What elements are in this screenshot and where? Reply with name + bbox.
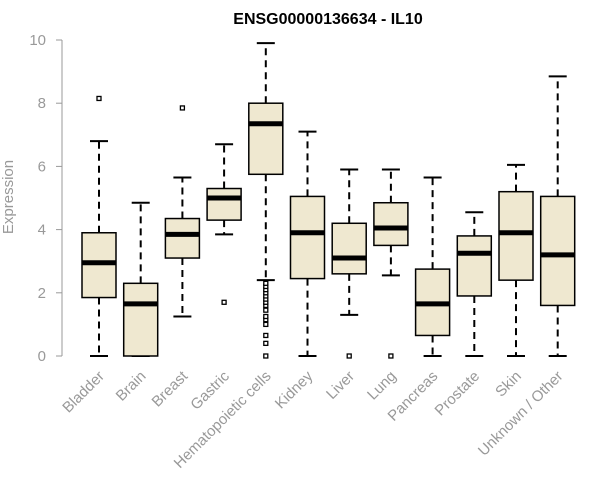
- box-brain: [122, 201, 159, 357]
- iqr-box: [206, 187, 242, 221]
- box-gastric: [206, 143, 242, 305]
- outlier-point: [221, 299, 227, 305]
- iqr-box: [122, 282, 159, 357]
- box-liver: [331, 168, 367, 359]
- iqr-box: [456, 235, 493, 297]
- y-tick-label: 0: [38, 348, 46, 365]
- outlier-point: [263, 280, 269, 286]
- box-hematopoietic-cells: [248, 42, 284, 359]
- x-category-label: Bladder: [59, 368, 108, 417]
- outlier-point: [263, 307, 269, 313]
- outlier-point: [263, 340, 269, 347]
- x-category-label: Lung: [364, 368, 400, 404]
- outlier-point: [179, 105, 186, 111]
- chart-title: ENSG00000136634 - IL10: [233, 11, 423, 28]
- y-tick-label: 4: [38, 222, 46, 239]
- y-tick-label: 8: [38, 95, 46, 112]
- outlier-point: [263, 353, 269, 359]
- box-skin: [498, 163, 534, 357]
- x-category-label: Liver: [323, 368, 358, 403]
- box-pancreas: [414, 176, 451, 357]
- outlier-point: [388, 353, 394, 359]
- box-kidney: [289, 130, 326, 357]
- box-unknown-other: [539, 75, 576, 357]
- iqr-box: [373, 201, 409, 247]
- outlier-point: [263, 313, 269, 320]
- y-axis: 0 2 4 6 8 10: [29, 32, 63, 365]
- iqr-box: [539, 195, 576, 307]
- outlier-point: [263, 321, 269, 328]
- y-tick-label: 2: [38, 285, 46, 302]
- box-bladder: [81, 95, 117, 357]
- outlier-point: [263, 332, 269, 339]
- x-category-label: Skin: [492, 368, 525, 401]
- x-category-label: Breast: [149, 367, 192, 410]
- y-tick-label: 10: [29, 32, 46, 49]
- box-prostate: [456, 211, 493, 357]
- iqr-box: [248, 102, 284, 176]
- y-tick-label: 6: [38, 158, 46, 175]
- boxes: [81, 42, 576, 359]
- outlier-point: [346, 353, 352, 359]
- x-category-label: Prostate: [432, 368, 484, 420]
- iqr-box: [498, 190, 534, 281]
- box-breast: [164, 105, 201, 318]
- y-axis-label: Expression: [0, 160, 17, 234]
- iqr-box: [331, 222, 367, 275]
- iqr-box: [164, 217, 201, 259]
- box-lung: [373, 168, 409, 359]
- iqr-box: [289, 195, 326, 280]
- outlier-point: [96, 95, 102, 102]
- x-category-label: Brain: [113, 368, 150, 405]
- x-category-label: Kidney: [272, 367, 317, 412]
